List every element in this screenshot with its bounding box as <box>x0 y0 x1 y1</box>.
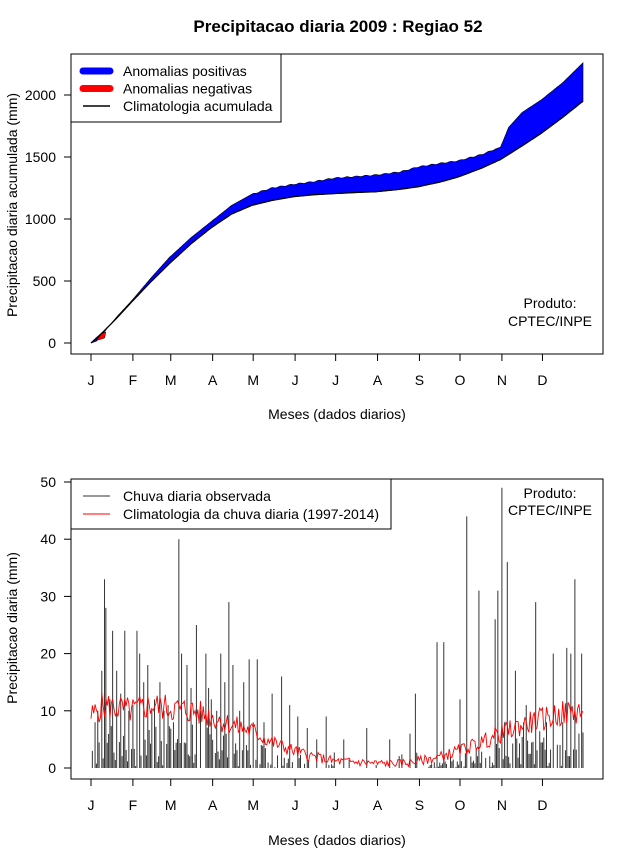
x-tick-label: F <box>129 797 138 813</box>
y-axis-label: Precipitacao diaria acumulada (mm) <box>4 93 20 317</box>
x-tick-label: N <box>497 372 507 388</box>
x-tick-label: S <box>415 797 424 813</box>
x-tick-label: M <box>165 797 177 813</box>
x-tick-label: D <box>537 372 547 388</box>
x-tick-label: A <box>208 797 218 813</box>
x-tick-label: A <box>373 797 383 813</box>
legend-label: Anomalias negativas <box>123 81 252 97</box>
legend: Anomalias positivas Anomalias negativasCl… <box>70 53 282 123</box>
x-axis-label: Meses (dados diarios) <box>268 406 406 422</box>
y-tick-label: 1000 <box>25 211 56 227</box>
x-tick-label: O <box>455 797 466 813</box>
x-tick-label: O <box>455 372 466 388</box>
x-tick-label: M <box>247 797 259 813</box>
climatology-daily-line <box>90 692 584 768</box>
x-tick-label: S <box>415 372 424 388</box>
x-tick-label: A <box>373 372 383 388</box>
figure-title: Precipitacao diaria 2009 : Regiao 52 <box>193 17 482 36</box>
plot-frame <box>70 53 604 355</box>
y-tick-label: 0 <box>48 335 56 351</box>
y-tick-label: 10 <box>40 703 56 719</box>
y-tick-label: 0 <box>48 760 56 776</box>
y-tick-label: 40 <box>40 531 56 547</box>
legend-label: Anomalias positivas <box>123 63 247 79</box>
x-tick-label: J <box>292 797 299 813</box>
y-tick-label: 30 <box>40 588 56 604</box>
legend-box <box>70 478 392 530</box>
x-tick-label: J <box>88 372 95 388</box>
x-tick-label: F <box>129 372 138 388</box>
x-tick-label: M <box>247 372 259 388</box>
y-tick-label: 1500 <box>25 149 56 165</box>
legend-label: Climatologia acumulada <box>123 98 273 114</box>
x-tick-label: M <box>165 372 177 388</box>
y-tick-label: 50 <box>40 474 56 490</box>
legend: Chuva diaria observada Climatologia da ch… <box>70 478 392 530</box>
x-tick-label: N <box>497 797 507 813</box>
climatology-line <box>90 100 584 344</box>
x-axis-label: Meses (dados diarios) <box>268 832 406 848</box>
legend-label: Chuva diaria observada <box>123 488 271 504</box>
product-label: Produto: <box>524 295 577 311</box>
y-tick-label: 500 <box>33 273 57 289</box>
x-tick-label: J <box>292 372 299 388</box>
y-tick-label: 20 <box>40 646 56 662</box>
product-label: Produto: <box>524 485 577 501</box>
product-org: CPTEC/INPE <box>508 502 592 518</box>
y-axis: 0 10 20 30 40 50 <box>40 474 71 776</box>
y-axis-label: Precipitacao diaria (mm) <box>4 552 20 704</box>
x-tick-label: D <box>537 797 547 813</box>
x-tick-label: J <box>332 372 339 388</box>
x-tick-label: J <box>88 797 95 813</box>
negative-anomaly-area <box>95 331 107 341</box>
y-axis: 0 500 1000 1500 2000 <box>25 87 71 351</box>
x-tick-label: J <box>332 797 339 813</box>
y-tick-label: 2000 <box>25 87 56 103</box>
x-tick-label: A <box>208 372 218 388</box>
cumulative-chart: 0 500 1000 1500 2000 J F M A M J J A S O N D Precipitac… <box>4 53 604 422</box>
legend-label: Climatologia da chuva diaria (1997-2014) <box>123 506 379 522</box>
product-org: CPTEC/INPE <box>508 313 592 329</box>
daily-chart: 0 10 20 30 40 50 J F M A M J J A S O N D Precipitacao di… <box>4 474 604 848</box>
